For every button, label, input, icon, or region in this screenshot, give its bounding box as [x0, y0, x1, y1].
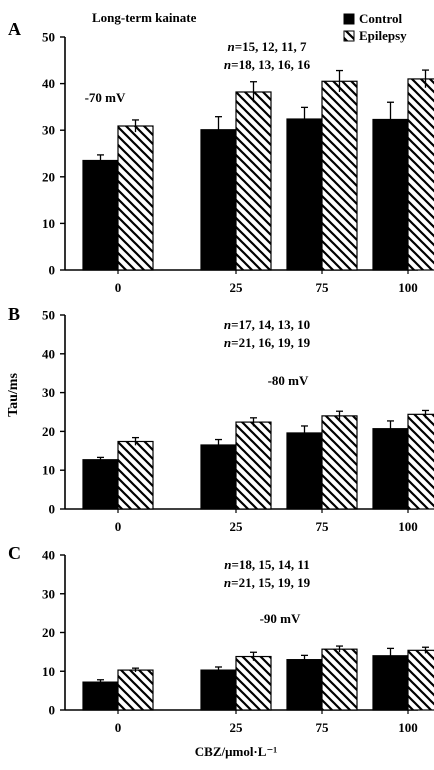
n-annotation: n=21, 16, 19, 19 [224, 335, 311, 350]
bar-epilepsy [407, 413, 434, 510]
n-annotation: n=18, 13, 16, 16 [224, 57, 311, 72]
bar-control [200, 444, 237, 510]
panel-A: A 0 10 20 30 40 50 0 25 75 100 n=15, 12, 11, 7 n=18,… [8, 10, 434, 295]
bar-epilepsy [407, 649, 434, 711]
y-tick-label: 0 [49, 502, 56, 517]
bar-epilepsy [321, 415, 358, 510]
bar-control [200, 669, 237, 711]
bar-control [372, 118, 409, 271]
y-tick-label: 40 [42, 346, 55, 361]
bar-control [286, 118, 323, 271]
panel-C: C 0 10 20 30 40 0 25 75 100 n=18, 15, 14, 11 n=21, … [8, 543, 434, 735]
x-tick-label: 25 [230, 720, 244, 735]
x-tick-label: 25 [230, 519, 244, 534]
bar-epilepsy [321, 648, 358, 711]
y-tick-label: 10 [42, 216, 55, 231]
y-tick-label: 0 [49, 703, 56, 718]
n-annotation: n=21, 15, 19, 19 [224, 575, 311, 590]
x-tick-label: 25 [230, 280, 244, 295]
bar-epilepsy [235, 91, 272, 271]
bar-control [82, 159, 119, 271]
bar-epilepsy [407, 78, 434, 271]
n-annotation: n=17, 14, 13, 10 [224, 317, 310, 332]
y-tick-label: 40 [42, 76, 55, 91]
x-axis-label: CBZ/μmol·L⁻¹ [195, 744, 278, 759]
y-tick-label: 30 [42, 385, 55, 400]
y-tick-label: 10 [42, 463, 55, 478]
bar-control [372, 655, 409, 711]
x-tick-label: 0 [115, 720, 122, 735]
bar-control [286, 432, 323, 510]
x-tick-label: 0 [115, 280, 122, 295]
y-axis-label: Tau/ms [6, 373, 21, 417]
legend-swatch-control [343, 13, 355, 25]
y-tick-label: 10 [42, 664, 55, 679]
y-tick-label: 40 [42, 548, 55, 563]
y-tick-label: 20 [42, 625, 55, 640]
y-tick-label: 20 [42, 424, 55, 439]
y-tick-label: 20 [42, 169, 55, 184]
bar-control [82, 459, 119, 510]
bar-epilepsy [321, 80, 358, 271]
y-tick-label: 50 [42, 308, 55, 323]
voltage-label: -70 mV [85, 90, 126, 105]
x-tick-label: 75 [316, 720, 330, 735]
y-tick-label: 0 [49, 263, 56, 278]
legend-label-epilepsy: Epilepsy [359, 28, 407, 43]
y-tick-label: 30 [42, 123, 55, 138]
bar-epilepsy [117, 669, 154, 711]
voltage-label: -90 mV [260, 611, 301, 626]
bar-control [286, 659, 323, 711]
bar-epilepsy [235, 655, 272, 711]
x-tick-label: 0 [115, 519, 122, 534]
n-annotation: n=15, 12, 11, 7 [228, 39, 307, 54]
bar-epilepsy [235, 421, 272, 510]
n-annotation: n=18, 15, 14, 11 [224, 557, 309, 572]
legend-swatch-epilepsy [343, 30, 355, 42]
panel-letter: B [8, 304, 20, 324]
x-tick-label: 100 [398, 519, 418, 534]
panel-title: Long-term kainate [92, 10, 197, 25]
voltage-label: -80 mV [268, 373, 309, 388]
x-tick-label: 100 [398, 720, 418, 735]
x-tick-label: 75 [316, 280, 330, 295]
bar-epilepsy [117, 440, 154, 510]
bar-control [82, 681, 119, 711]
bar-control [372, 428, 409, 510]
x-tick-label: 100 [398, 280, 418, 295]
bar-epilepsy [117, 125, 154, 271]
panel-letter: C [8, 543, 21, 563]
panel-letter: A [8, 19, 21, 39]
panel-B: B 0 10 20 30 40 50 0 25 75 100 n=17, 14, 13, 10 n=21… [8, 304, 434, 534]
bar-control [200, 129, 237, 271]
legend-label-control: Control [359, 11, 402, 26]
y-tick-label: 30 [42, 586, 55, 601]
x-tick-label: 75 [316, 519, 330, 534]
y-tick-label: 50 [42, 30, 55, 45]
